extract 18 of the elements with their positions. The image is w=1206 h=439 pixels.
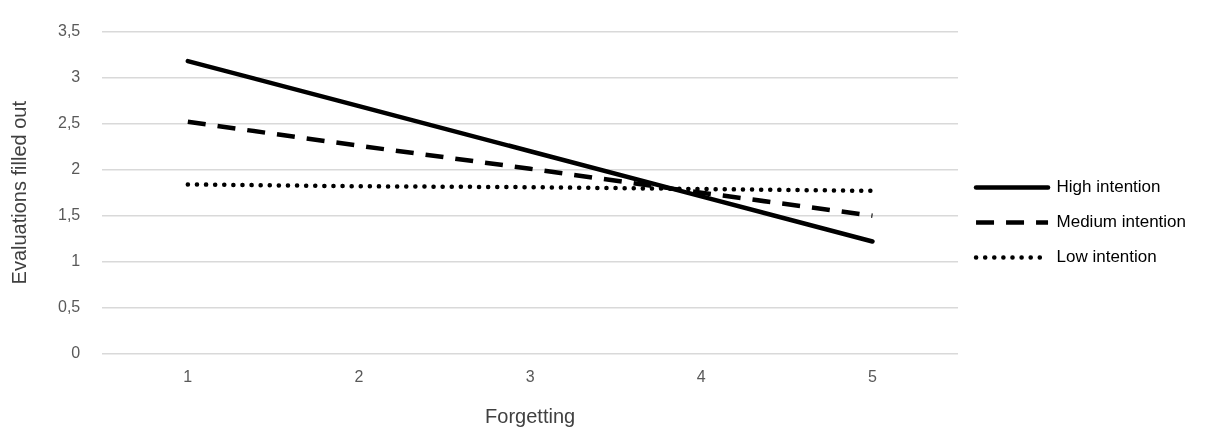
y-tick-label: 2,5 <box>57 114 81 132</box>
y-tick-label: 2 <box>71 160 81 178</box>
legend-label: High intention <box>1056 177 1161 197</box>
legend-label: Medium intention <box>1056 212 1187 232</box>
x-axis-title: Forgetting <box>485 404 576 427</box>
y-tick-label: 0,5 <box>57 298 81 316</box>
legend-label: Low intention <box>1056 247 1157 267</box>
y-tick-label: 3 <box>71 68 81 86</box>
x-tick-label: 1 <box>183 367 193 385</box>
y-tick-label: 0 <box>71 344 81 362</box>
x-tick-label: 2 <box>354 367 364 385</box>
y-tick-label: 1,5 <box>57 206 81 224</box>
x-tick-label: 4 <box>696 367 706 385</box>
x-tick-label: 3 <box>525 367 535 385</box>
x-tick-label: 5 <box>868 367 878 385</box>
y-tick-label: 1 <box>71 252 81 270</box>
y-tick-label: 3,5 <box>57 22 81 40</box>
y-axis-title: Evaluations filled out <box>7 100 30 285</box>
